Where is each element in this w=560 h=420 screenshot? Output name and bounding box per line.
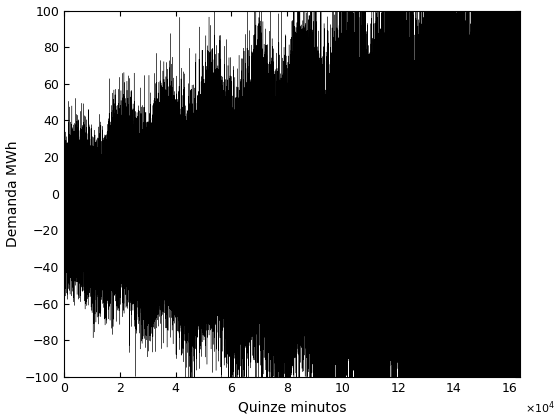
X-axis label: Quinze minutos: Quinze minutos bbox=[238, 400, 347, 415]
Text: $\times10^4$: $\times10^4$ bbox=[525, 399, 554, 416]
Y-axis label: Demanda MWh: Demanda MWh bbox=[6, 141, 20, 247]
